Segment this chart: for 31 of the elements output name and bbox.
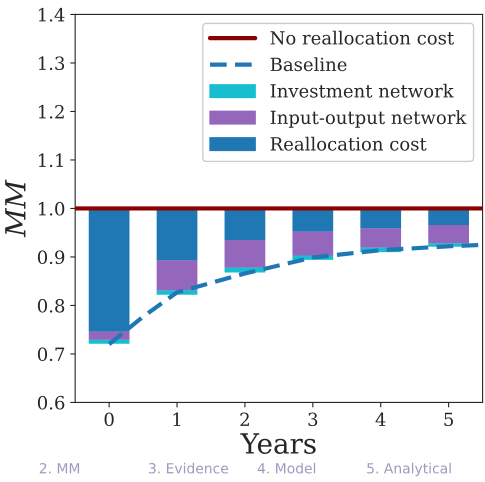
- y-tick-label: 0.9: [38, 250, 64, 264]
- legend-label: Investment network: [270, 84, 454, 98]
- bar: [428, 224, 469, 244]
- text: 2. MM: [40, 463, 80, 474]
- y-tick-label: 1.2: [38, 104, 64, 119]
- y-tick-label: 0.7: [38, 347, 64, 362]
- legend-label: Baseline: [270, 57, 347, 72]
- bar: [360, 228, 402, 248]
- legend-label: No reallocation cost: [270, 30, 454, 45]
- x-tick-label: 0: [104, 412, 114, 426]
- y-tick-label: 1.0: [38, 202, 64, 216]
- y-tick-label: 0.8: [38, 298, 64, 313]
- text: 3. Evidence: [148, 462, 228, 474]
- bar: [156, 260, 198, 290]
- x-tick-label: 2: [240, 412, 249, 426]
- x-tick-label: 4: [376, 412, 386, 426]
- bar: [224, 240, 266, 268]
- legend-label: Input-output network: [270, 110, 466, 128]
- y-tick-label: 1.3: [38, 56, 64, 70]
- x-tick-label: 3: [308, 412, 318, 426]
- y-tick-label: 1.4: [38, 8, 65, 22]
- text: 5. Analytical: [367, 462, 451, 476]
- x-axis-title: Years: [240, 433, 316, 454]
- text: 4. Model: [258, 462, 316, 474]
- y-tick-label: 0.6: [38, 396, 64, 410]
- y-axis-title: MM: [5, 179, 26, 238]
- bar: [292, 232, 334, 256]
- x-tick-label: 5: [444, 412, 453, 426]
- legend-label: Reallocation cost: [270, 136, 427, 151]
- x-tick-label: 1: [173, 412, 180, 426]
- y-tick-label: 1.1: [38, 153, 63, 168]
